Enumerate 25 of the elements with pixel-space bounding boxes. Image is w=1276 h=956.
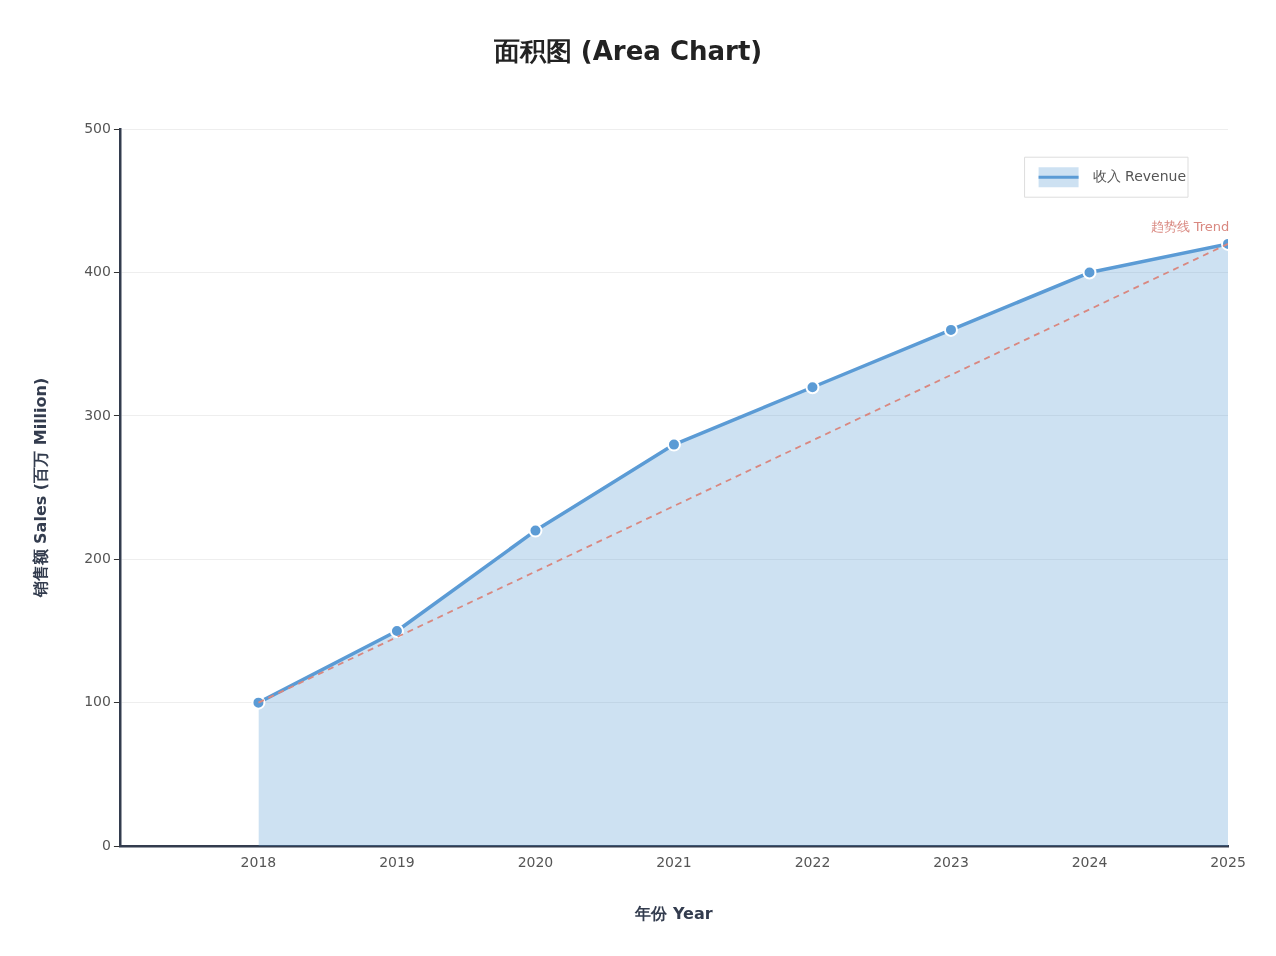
x-axis-title: 年份 Year — [634, 903, 713, 923]
point — [528, 523, 543, 538]
x-tick-label: 2025 — [1210, 854, 1246, 871]
x-tick-label: 2024 — [1071, 854, 1108, 871]
x-tick-label: 2018 — [240, 854, 277, 871]
point — [251, 695, 266, 710]
x-tick-label: 2021 — [656, 854, 692, 871]
legend-label: 收入 Revenue — [1092, 167, 1186, 184]
series-label: 趋势线 Trend — [1150, 218, 1230, 234]
point — [1082, 265, 1097, 280]
y-tick-label: 300 — [84, 406, 111, 423]
x-tick-label: 2019 — [379, 854, 415, 871]
x-tick-label: 2020 — [517, 854, 554, 871]
y-axis-title: 销售额 Sales (百万 Million) — [30, 377, 50, 599]
point — [805, 380, 820, 395]
y-tick-label: 100 — [84, 693, 111, 710]
x-tick-label: 2022 — [794, 854, 831, 871]
y-tick-label: 0 — [102, 836, 111, 853]
y-tick-label: 400 — [84, 263, 111, 280]
x-tick-label: 2023 — [933, 854, 969, 871]
chart-title: 面积图 (Area Chart) — [492, 36, 763, 67]
y-tick-label: 200 — [84, 549, 111, 566]
point — [389, 623, 404, 638]
point — [666, 437, 681, 452]
y-tick-label: 500 — [84, 119, 111, 136]
